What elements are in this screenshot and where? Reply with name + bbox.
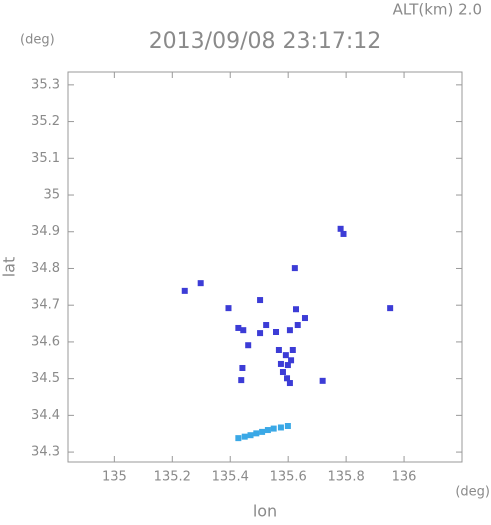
echo-cell: [301, 315, 308, 322]
y-tick-label: 34.3: [31, 445, 60, 460]
y-tick-label: 35.1: [31, 151, 60, 166]
echo-cell: [282, 352, 289, 359]
echo-cell: [241, 433, 248, 440]
y-tick-label: 34.9: [31, 224, 60, 239]
echo-cell: [294, 322, 301, 329]
echo-cell: [257, 297, 264, 304]
echo-cell: [286, 380, 293, 387]
echo-cell: [337, 225, 344, 232]
echo-cell: [288, 357, 295, 364]
x-unit: (deg): [455, 485, 490, 500]
echo-cell: [235, 435, 242, 442]
echo-cell: [257, 330, 264, 337]
echo-cell: [264, 427, 271, 434]
y-unit: (deg): [20, 33, 55, 48]
echo-cell: [340, 230, 347, 237]
echo-cell: [238, 377, 245, 384]
echo-cell: [319, 377, 326, 384]
echo-cell: [259, 428, 266, 435]
x-tick-label: 136: [392, 470, 417, 485]
y-tick-label: 34.4: [31, 408, 60, 423]
chart-title: 2013/09/08 23:17:12: [149, 29, 382, 54]
echo-cell: [286, 327, 293, 334]
x-tick-label: 135.4: [212, 470, 249, 485]
echo-cell: [291, 265, 298, 272]
plot-frame: [67, 71, 463, 463]
echo-cell: [275, 346, 282, 353]
echo-cell: [273, 329, 280, 335]
y-tick-label: 34.5: [31, 371, 60, 386]
echo-cell: [284, 375, 291, 382]
echo-cell: [292, 306, 299, 313]
echo-cell: [225, 305, 232, 312]
x-tick-label: 135.2: [154, 470, 191, 485]
y-tick-label: 35: [43, 188, 60, 203]
x-tick-label: 135.6: [270, 470, 307, 485]
echo-cell: [240, 327, 247, 334]
y-tick-label: 34.6: [31, 334, 60, 349]
echo-cell: [235, 324, 242, 331]
x-tick-label: 135.8: [328, 470, 365, 485]
echo-cell: [247, 432, 254, 439]
echo-cell: [279, 369, 286, 376]
echo-cell: [387, 305, 394, 312]
echo-cell: [245, 342, 252, 349]
x-tick-label: 135: [102, 470, 127, 485]
echo-cell: [197, 280, 204, 287]
y-tick-label: 35.2: [31, 114, 60, 129]
altitude-label: ALT(km) 2.0: [393, 1, 482, 19]
echo-cell: [277, 360, 284, 367]
echo-cell: [284, 362, 291, 369]
echo-cell: [277, 424, 284, 431]
y-tick-label: 35.3: [31, 77, 60, 92]
echo-cell: [284, 423, 291, 430]
y-tick-label: 34.8: [31, 261, 60, 276]
echo-cell: [270, 425, 277, 432]
x-axis-label: lon: [253, 502, 277, 521]
y-tick-label: 34.7: [31, 298, 60, 313]
echo-cell: [263, 322, 270, 329]
echo-cell: [181, 287, 188, 294]
y-axis-label: lat: [0, 257, 19, 278]
echo-cell: [253, 430, 260, 437]
echo-cell: [289, 346, 296, 353]
echo-cell: [239, 364, 246, 371]
